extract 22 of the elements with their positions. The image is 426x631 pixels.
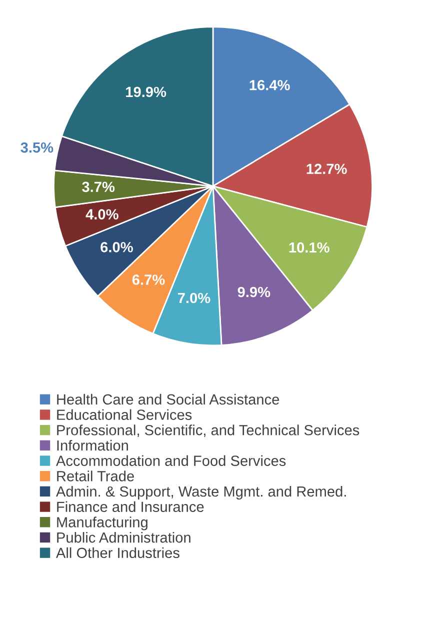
data-label: 12.7%: [306, 164, 347, 174]
legend-label: Information: [57, 440, 128, 451]
legend-label: Professional, Scientific, and Technical Services: [57, 424, 360, 438]
data-label: 6.7%: [132, 274, 165, 285]
legend-label: All Other Industries: [56, 547, 180, 558]
legend-label: Admin. & Support, Waste Mgmt. and Remed.: [56, 486, 346, 500]
data-label: 19.9%: [126, 86, 166, 98]
legend-label: Finance and Insurance: [57, 501, 204, 512]
data-label: 10.1%: [289, 242, 330, 253]
legend-label: Health Care and Social Assistance: [57, 394, 280, 405]
data-label: 3.5%: [20, 142, 54, 153]
data-label: 7.0%: [178, 292, 210, 304]
data-label: 6.0%: [100, 242, 133, 252]
data-label: 16.4%: [250, 80, 290, 90]
legend-label: Public Administration: [57, 532, 190, 543]
legend-label: Retail Trade: [57, 470, 134, 482]
data-label: 9.9%: [238, 286, 270, 298]
legend-label: Accommodation and Food Services: [56, 455, 286, 466]
legend-label: Manufacturing: [57, 516, 148, 530]
legend-label: Educational Services: [57, 409, 192, 420]
data-label: 4.0%: [86, 209, 118, 220]
data-label: 3.7%: [82, 182, 115, 192]
